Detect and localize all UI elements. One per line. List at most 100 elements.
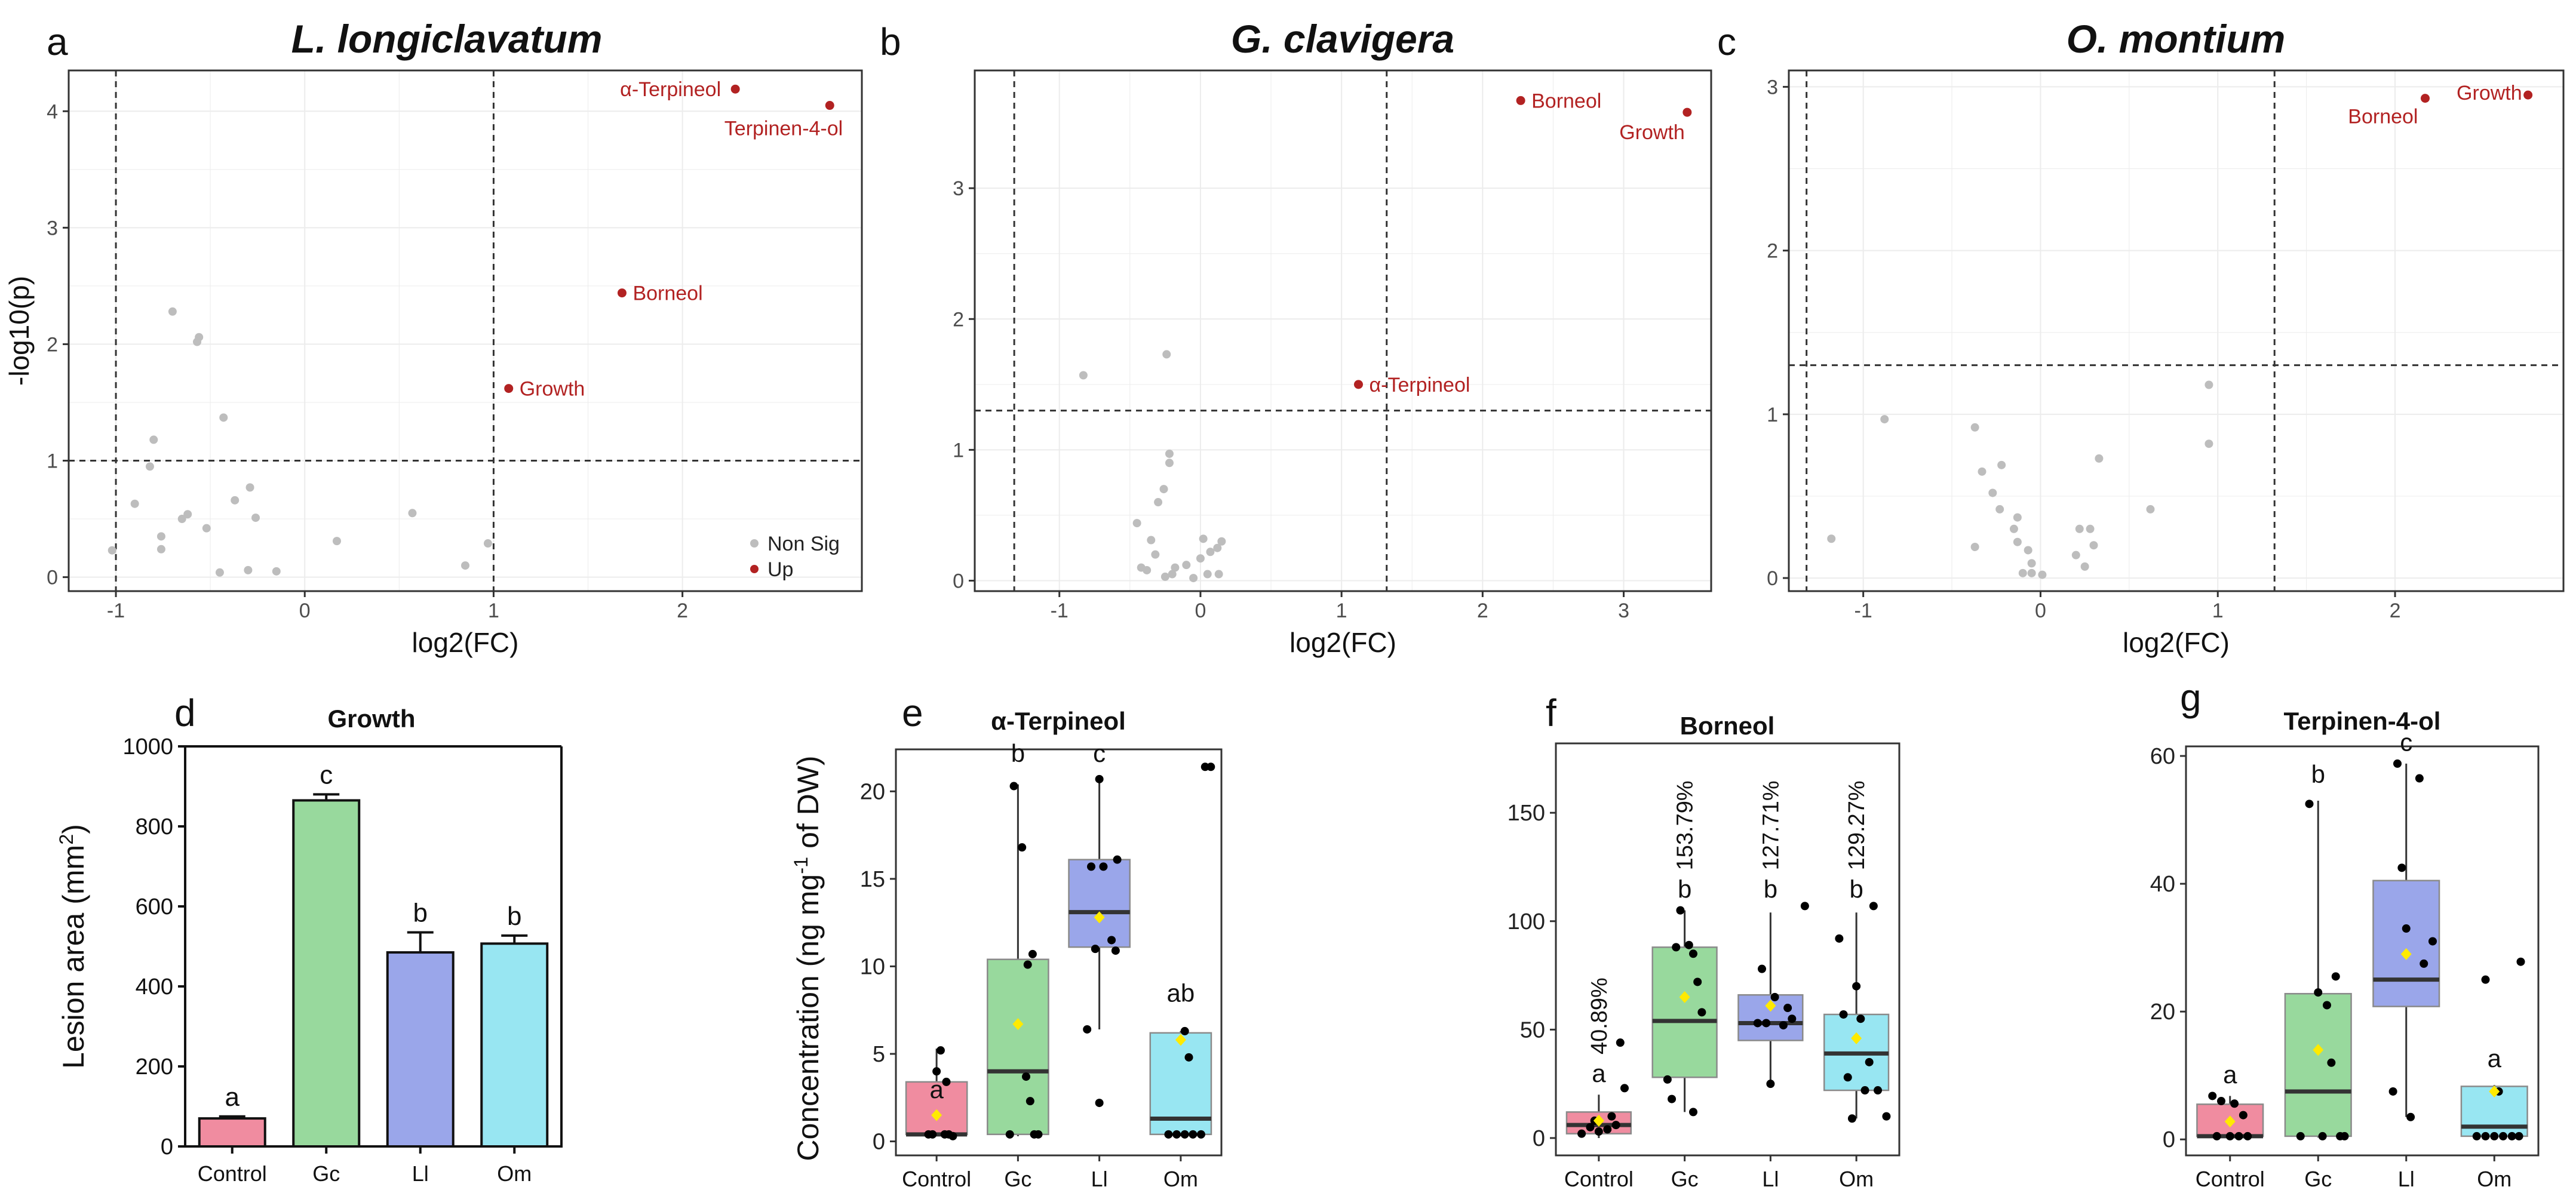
data-point [1620, 1084, 1629, 1093]
nonsig-point [2080, 562, 2089, 571]
mean-marker [1175, 1034, 1186, 1046]
y-tick-label: 200 [136, 1054, 173, 1080]
data-point [1586, 1123, 1595, 1131]
significant-point [1516, 96, 1525, 105]
data-point [1611, 1121, 1620, 1130]
nonsig-point [2018, 568, 2027, 577]
box [1068, 859, 1131, 948]
data-point [1018, 843, 1027, 852]
data-point [2234, 1131, 2243, 1140]
y-tick-label: 1 [1767, 404, 1778, 426]
y-tick-label: 0 [1767, 567, 1778, 590]
data-point [1693, 977, 1702, 986]
data-point [1835, 934, 1844, 943]
y-axis-label-text: Lesion area (mm [57, 845, 90, 1069]
significant-point [1682, 107, 1692, 117]
data-point [1860, 1086, 1869, 1095]
data-point [1113, 855, 1122, 864]
y-tick-label: 0 [953, 570, 964, 592]
x-tick-label: Om [497, 1161, 532, 1186]
mean-marker [2400, 948, 2412, 960]
significance-letter: b [1764, 875, 1777, 903]
data-point [2499, 1131, 2507, 1140]
data-point [1668, 1094, 1677, 1103]
nonsig-point [2205, 380, 2213, 389]
nonsig-point [483, 539, 492, 548]
nonsig-point [244, 565, 253, 574]
nonsig-point [1165, 449, 1174, 458]
bar [480, 942, 549, 1148]
data-point [2340, 1131, 2349, 1140]
data-point [2402, 924, 2411, 933]
significant-point [2420, 94, 2430, 103]
data-point [1172, 1130, 1181, 1139]
nonsig-point [1162, 350, 1171, 359]
data-point [1783, 1004, 1792, 1013]
percent-change-label: 153.79% [1673, 780, 1698, 870]
mean-marker [2313, 1044, 2324, 1056]
data-point [2481, 1131, 2490, 1140]
y-axis-label-superscript: 2 [56, 834, 77, 845]
y-tick-label: 2 [1767, 240, 1778, 263]
legend-nonsig-marker [750, 539, 759, 548]
x-tick-label: 2 [1477, 599, 1488, 622]
data-point [2472, 1131, 2481, 1140]
significance-letter: b [1011, 739, 1025, 767]
bar [386, 951, 455, 1148]
y-tick-label: 1000 [122, 734, 173, 760]
y-tick-label: 15 [860, 867, 885, 892]
box [987, 958, 1049, 1136]
x-tick-label: 0 [299, 599, 311, 622]
legend-up-marker [750, 565, 759, 573]
nonsig-point [2024, 546, 2032, 555]
data-point [2296, 1131, 2305, 1140]
point-label: Terpinen-4-ol [724, 118, 843, 140]
data-point [1852, 982, 1861, 991]
nonsig-point [1182, 561, 1191, 570]
nonsig-point [2086, 524, 2095, 533]
x-tick-label: Gc [1004, 1167, 1031, 1191]
percent-change-label: 40.89% [1587, 977, 1612, 1054]
data-point [928, 1130, 937, 1139]
data-point [1770, 992, 1779, 1001]
data-point [2225, 1131, 2234, 1140]
mean-marker [1851, 1032, 1862, 1044]
y-tick-label: 2 [953, 308, 964, 331]
panel-title: Growth [328, 705, 416, 733]
data-point [1843, 1073, 1852, 1082]
nonsig-point [1151, 550, 1160, 559]
plot-background [69, 70, 862, 591]
nonsig-point [145, 462, 154, 471]
nonsig-point [245, 483, 254, 492]
significance-letter: a [1592, 1059, 1606, 1087]
significant-point [825, 101, 834, 110]
y-tick-label: 40 [2150, 872, 2175, 897]
significance-letter: b [507, 902, 521, 931]
data-point [2208, 1091, 2217, 1100]
box-panel-e: a Control b Gc c Ll ab Om 0 5 10 15 20 Concentration … [790, 691, 1223, 1191]
data-point [2397, 863, 2406, 872]
significance-letter: a [929, 1075, 944, 1103]
data-point [2314, 988, 2323, 997]
nonsig-point [332, 537, 341, 546]
significance-letter: b [413, 899, 428, 928]
significance-letter: a [225, 1083, 240, 1112]
data-point [1684, 940, 1693, 949]
x-tick-label: -1 [107, 599, 125, 622]
data-point [1196, 1130, 1205, 1139]
data-point [1095, 1099, 1104, 1108]
nonsig-point [1206, 548, 1215, 556]
y-tick-label: 0 [1533, 1126, 1545, 1151]
volcano-panel-b: Borneol Growth α-Terpineol -1 0 1 2 3 0 1 2 3 log2(F… [880, 17, 1712, 658]
data-point [2420, 959, 2428, 968]
significant-point [504, 384, 514, 393]
data-point [1026, 1097, 1034, 1106]
point-label: Growth [520, 378, 585, 401]
data-point [1164, 1130, 1173, 1139]
x-tick-label: 0 [2035, 599, 2046, 622]
data-point [1689, 949, 1697, 958]
data-point [1180, 1026, 1189, 1035]
plot-frame [1788, 69, 2565, 592]
nonsig-point [1160, 572, 1169, 581]
